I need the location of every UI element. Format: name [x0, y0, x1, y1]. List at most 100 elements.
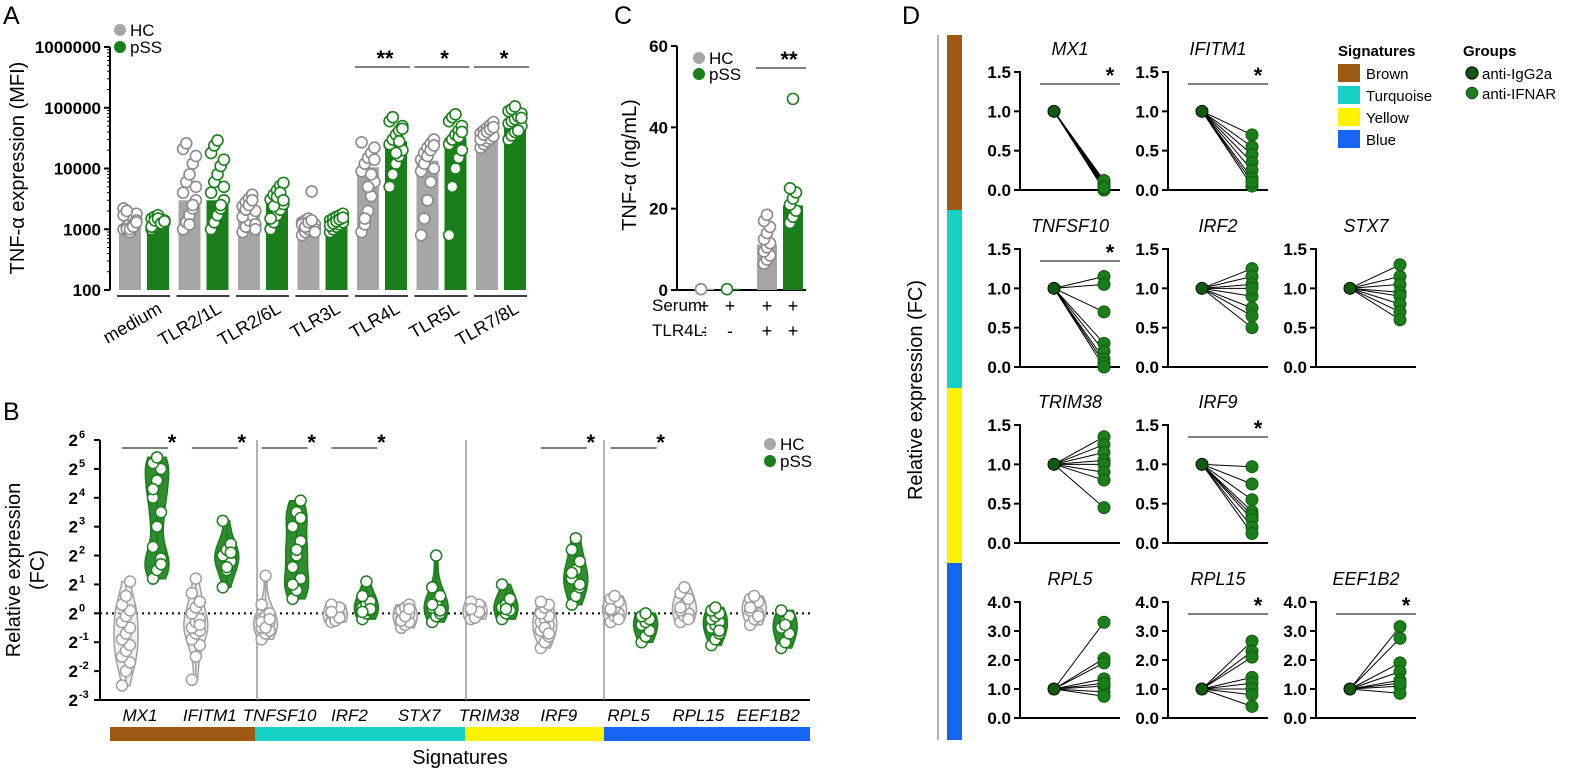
panel-b-point-hc [189, 650, 203, 663]
panel-b-point-pss [146, 540, 160, 554]
panel-d-y-tick-label: 0.0 [1135, 709, 1159, 728]
panel-a-point-pss [449, 162, 462, 175]
panel-a-point-pss [449, 108, 462, 121]
panel-b-point-hc [747, 589, 761, 603]
panel-c-point-pss [720, 282, 734, 296]
panel-a-point-pss [389, 146, 403, 160]
panel-c-serum-value: + [725, 296, 736, 316]
panel-d-signature-bar-blue [947, 563, 962, 740]
panel-d-point-anti-igg2a [1343, 281, 1357, 295]
panel-d-pair-line [1201, 287, 1253, 297]
panel-b-point-pss [216, 514, 230, 528]
panel-d-gene-title: IRF2 [1198, 216, 1237, 236]
panel-a-point-hc [417, 212, 431, 225]
panel-a-point-pss [336, 211, 350, 224]
panel-b-ylabel-line2: (FC) [27, 550, 49, 590]
panel-b-point-pss [286, 578, 299, 591]
panel-c-point-pss [783, 182, 797, 195]
panel-d-point-anti-ifnar [1393, 676, 1407, 690]
panel-b-point-pss [150, 520, 164, 533]
panel-d-legend-group-marker [1465, 86, 1479, 100]
panel-a-point-hc [120, 204, 134, 218]
panel-d-pair-line [1201, 688, 1253, 696]
panel-b-point-hc [193, 618, 207, 632]
panel-d-point-anti-ifnar [1393, 631, 1407, 645]
panel-a-point-hc [427, 162, 441, 175]
panel-a-point-hc [368, 153, 381, 166]
panel-d-y-tick-label: 0.5 [987, 319, 1011, 338]
panel-c-point-hc [694, 282, 708, 296]
panel-d-pair-line [1053, 288, 1105, 368]
panel-b-sig-star: * [168, 430, 177, 455]
panel-a-point-hc [183, 218, 196, 231]
panel-b-point-pss [433, 589, 447, 603]
panel-b-label: B [3, 398, 20, 426]
panel-b-y-tick-label: 2 [69, 662, 78, 681]
panel-a-point-pss [396, 122, 409, 136]
panel-d-y-tick-label: 4.0 [1283, 593, 1307, 612]
panel-a-point-hc [189, 149, 203, 163]
panel-d-pair-line [1201, 463, 1253, 468]
panel-d-point-anti-ifnar [1097, 676, 1111, 690]
panel-d-point-anti-igg2a [1195, 281, 1209, 295]
panel-c-legend-hc-marker [693, 52, 705, 64]
panel-b-point-hc [743, 601, 757, 614]
panel-b-point-pss [146, 482, 160, 496]
panel-d-gene-title: RPL15 [1190, 569, 1246, 589]
panel-d-pair-line [1201, 287, 1253, 329]
panel-d-legend-group-label: anti-IFNAR [1482, 86, 1556, 103]
panel-c-y-tick-label: 60 [649, 37, 668, 56]
panel-d-y-tick-label: 1.0 [987, 455, 1011, 474]
panel-d-gene-title: IRF9 [1198, 392, 1237, 412]
panel-a-point-hc [364, 168, 378, 181]
panel-b-y-tick-exponent: 6 [79, 429, 85, 441]
panel-a-legend-hc-marker [114, 24, 126, 36]
panel-d-legend-label-yellow: Yellow [1366, 110, 1409, 127]
panel-b-sig-star: * [238, 430, 247, 455]
panel-d-point-anti-ifnar [1245, 128, 1259, 142]
panel-d-pair-line [1201, 464, 1253, 534]
panel-d-point-anti-ifnar [1245, 493, 1259, 507]
panel-a-point-pss [445, 180, 459, 194]
panel-a-point-hc [180, 136, 193, 150]
panel-d-y-tick-label: 1.5 [1135, 63, 1159, 82]
panel-b-point-pss [573, 555, 587, 568]
panel-d-point-anti-ifnar [1245, 477, 1259, 491]
panel-a-bar-hc [416, 160, 439, 290]
panel-b-gene-label: STX7 [398, 706, 441, 725]
panel-d-point-anti-ifnar [1097, 473, 1111, 487]
panel-b-point-hc [123, 575, 137, 588]
panel-d-y-tick-label: 0.0 [987, 358, 1011, 377]
panel-d-point-anti-igg2a [1047, 457, 1061, 471]
panel-d-pair-line [1053, 283, 1105, 289]
panel-c-point-hc [760, 208, 774, 222]
panel-b-point-pss [713, 624, 726, 637]
panel-d-pair-line [1201, 287, 1253, 317]
panel-d-pair-line [1349, 671, 1401, 690]
panel-d-pair-line [1201, 656, 1253, 690]
panel-b-legend-pss-marker [764, 455, 776, 467]
panel-b-point-pss [150, 451, 164, 464]
panel-d-point-anti-ifnar [1245, 281, 1259, 295]
panel-c-serum-label: Serum: [652, 296, 707, 315]
panel-d-point-anti-ifnar [1245, 175, 1259, 189]
panel-b-gene-label: IRF9 [540, 706, 577, 725]
panel-a-point-hc [183, 168, 196, 181]
panel-c-serum-value: + [762, 296, 773, 316]
panel-b-signature-bar-turquoise [255, 727, 465, 741]
panel-a-category-label: TLR2/6L [214, 298, 284, 350]
panel-d-point-anti-ifnar [1097, 360, 1111, 374]
panel-c-serum-value: + [699, 296, 710, 316]
panel-c-serum-value: + [788, 296, 799, 316]
panel-d-y-tick-label: 1.0 [987, 279, 1011, 298]
panel-b-point-pss [224, 546, 238, 559]
panel-b-legend-pss-label: pSS [780, 452, 812, 471]
panel-d-point-anti-igg2a [1195, 457, 1209, 471]
panel-b-y-tick-exponent: 1 [79, 573, 85, 585]
panel-a-point-hc [130, 216, 143, 229]
panel-b-point-hc [751, 609, 765, 623]
panel-d-signature-bar-yellow [947, 388, 962, 563]
panel-b-point-pss [709, 601, 722, 614]
panel-c-sig-star: ** [780, 47, 798, 72]
panel-d-y-tick-label: 1.0 [1283, 680, 1307, 699]
